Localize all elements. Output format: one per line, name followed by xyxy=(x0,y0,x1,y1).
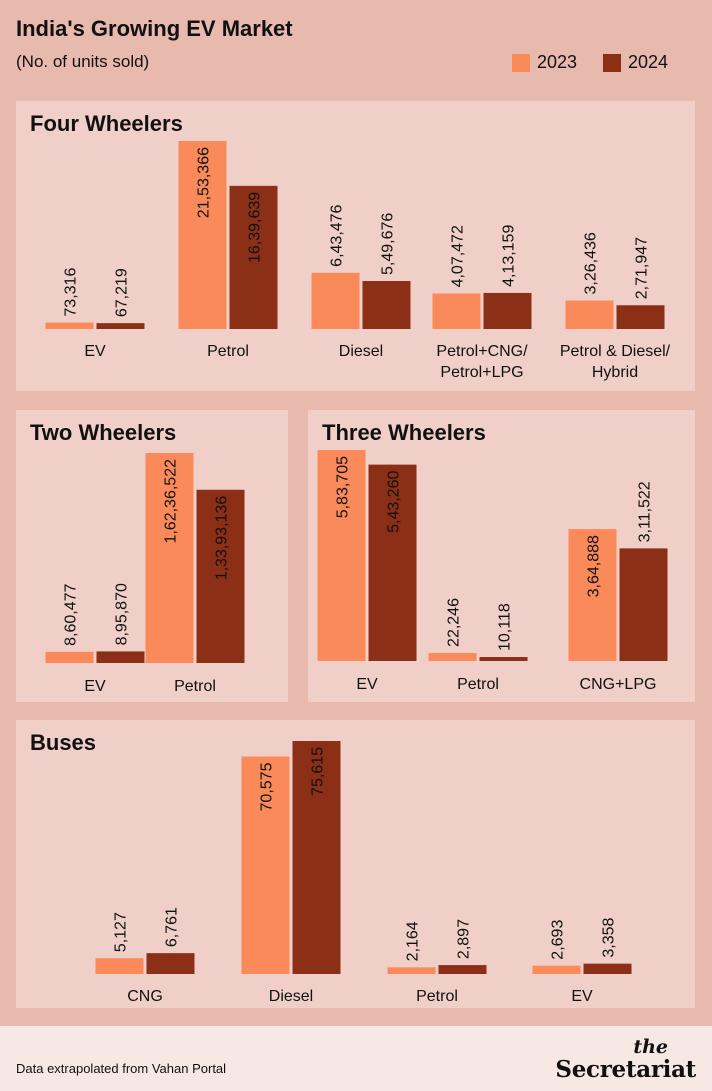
category-label-petrol: Petrol xyxy=(174,678,216,695)
legend-label-2023: 2023 xyxy=(537,52,578,72)
category-label-petrol-cng-petrol-lpg: Petrol+CNG/ xyxy=(436,343,528,360)
category-label-ev: EV xyxy=(84,343,106,360)
value-label-diesel-2024: 75,615 xyxy=(310,747,327,796)
bar-ev-2024 xyxy=(96,651,145,663)
legend-swatch-2024 xyxy=(603,53,621,72)
source-note: Data extrapolated from Vahan Portal xyxy=(16,1061,227,1076)
category-label-petrol-diesel-hybrid: Petrol & Diesel/ xyxy=(560,343,671,360)
buses-panel: Buses 5,127 6,761 CNG 70,575 75,615 Diesel 2,1… xyxy=(16,720,695,1008)
bar-ev-2023 xyxy=(45,651,94,663)
legend-swatch-2023 xyxy=(512,53,530,72)
category-label-ev: EV xyxy=(84,678,106,695)
bar-ev-2024 xyxy=(368,464,417,661)
value-label-ev-2024: 5,43,260 xyxy=(386,471,403,533)
panel-title: Two Wheelers xyxy=(30,420,177,445)
value-label-petrol-diesel-hybrid-2024: 2,71,947 xyxy=(634,237,651,299)
panel-title: Three Wheelers xyxy=(322,420,486,445)
value-label-petrol-cng-petrol-lpg-2024: 4,13,159 xyxy=(501,225,518,287)
value-label-cng-lpg-2024: 3,11,522 xyxy=(637,481,654,542)
category-label-diesel: Diesel xyxy=(269,988,313,1005)
category-label-petrol-cng-petrol-lpg: Petrol+LPG xyxy=(440,364,523,381)
value-label-petrol-cng-petrol-lpg-2023: 4,07,472 xyxy=(450,225,467,287)
value-label-cng-2023: 5,127 xyxy=(113,912,130,952)
bar-petrol-2023 xyxy=(145,453,194,663)
bar-petrol-2024 xyxy=(196,489,245,663)
bar-cng-2024 xyxy=(146,953,195,974)
bar-petrol-2023 xyxy=(178,141,227,329)
bar-ev-2023 xyxy=(532,965,581,974)
value-label-ev-2023: 2,693 xyxy=(550,920,567,960)
category-label-petrol: Petrol xyxy=(416,988,458,1005)
value-label-petrol-2023: 2,164 xyxy=(405,921,422,961)
value-label-petrol-2024: 16,39,639 xyxy=(247,192,264,263)
panel-title: Four Wheelers xyxy=(30,111,183,136)
brand-logo: Secretariat xyxy=(555,1056,696,1083)
bar-ev-2023 xyxy=(317,450,366,661)
chart-title: India's Growing EV Market xyxy=(16,16,293,41)
category-label-diesel: Diesel xyxy=(339,343,383,360)
value-label-petrol-2023: 22,246 xyxy=(446,598,463,647)
value-label-ev-2024: 67,219 xyxy=(114,268,131,317)
bar-cng-lpg-2024 xyxy=(619,548,668,661)
value-label-petrol-2024: 1,33,93,136 xyxy=(214,496,231,581)
buses-chart: 5,127 6,761 CNG 70,575 75,615 Diesel 2,164 2,89… xyxy=(95,741,632,1005)
value-label-diesel-2023: 70,575 xyxy=(259,762,276,811)
panel-title: Buses xyxy=(30,730,97,755)
three-wheelers-panel: Three Wheelers 5,83,705 5,43,260 EV 22,246 1… xyxy=(308,410,695,702)
two-wheelers-chart: 8,60,477 8,95,870 EV 1,62,36,522 1,33,93,136… xyxy=(45,453,245,695)
value-label-ev-2024: 8,95,870 xyxy=(114,583,131,645)
legend-label-2024: 2024 xyxy=(628,52,669,72)
bar-petrol-2024 xyxy=(479,657,528,661)
four-wheelers-panel: Four Wheelers 73,316 67,219 EV 21,53,366 16,… xyxy=(16,101,695,391)
three-wheelers-chart: 5,83,705 5,43,260 EV 22,246 10,118 Petrol 3,64… xyxy=(317,450,668,693)
value-label-cng-lpg-2023: 3,64,888 xyxy=(586,535,603,597)
category-label-petrol: Petrol xyxy=(207,343,249,360)
category-label-cng: CNG xyxy=(127,988,163,1005)
value-label-petrol-2024: 10,118 xyxy=(497,603,514,651)
bar-diesel-2024 xyxy=(362,281,411,329)
bar-diesel-2023 xyxy=(241,756,290,974)
bar-petrol-cng-petrol-lpg-2024 xyxy=(483,292,532,329)
value-label-cng-2024: 6,761 xyxy=(164,907,181,947)
four-wheelers-chart: 73,316 67,219 EV 21,53,366 16,39,639 Petrol 6,… xyxy=(45,141,671,381)
bar-ev-2023 xyxy=(45,322,94,329)
category-label-petrol-diesel-hybrid: Hybrid xyxy=(592,364,638,381)
bar-petrol-diesel-hybrid-2023 xyxy=(565,300,614,329)
value-label-ev-2023: 73,316 xyxy=(63,268,80,317)
category-label-ev: EV xyxy=(571,988,593,1005)
legend-item-2023: 2023 xyxy=(512,52,577,73)
bar-cng-2023 xyxy=(95,958,144,974)
value-label-diesel-2024: 5,49,676 xyxy=(380,213,397,275)
bar-petrol-2023 xyxy=(387,967,436,974)
bar-diesel-2024 xyxy=(292,741,341,974)
bar-ev-2024 xyxy=(96,323,145,329)
value-label-petrol-2023: 21,53,366 xyxy=(196,147,213,218)
bar-cng-lpg-2023 xyxy=(568,529,617,661)
bar-petrol-2024 xyxy=(438,965,487,974)
value-label-petrol-diesel-hybrid-2023: 3,26,436 xyxy=(583,232,600,294)
bar-petrol-2024 xyxy=(229,185,278,329)
brand-logo-the: the xyxy=(633,1036,668,1058)
footer: Data extrapolated from Vahan Portal the … xyxy=(0,1026,712,1091)
category-label-petrol: Petrol xyxy=(457,676,499,693)
bar-petrol-2023 xyxy=(428,652,477,661)
value-label-ev-2023: 8,60,477 xyxy=(63,583,80,645)
value-label-ev-2024: 3,358 xyxy=(601,918,618,958)
value-label-petrol-2024: 2,897 xyxy=(456,919,473,959)
category-label-cng-lpg: CNG+LPG xyxy=(580,676,657,693)
bar-petrol-cng-petrol-lpg-2023 xyxy=(432,293,481,329)
chart-subtitle: (No. of units sold) xyxy=(16,52,150,71)
value-label-diesel-2023: 6,43,476 xyxy=(329,204,346,266)
bar-diesel-2023 xyxy=(311,272,360,329)
value-label-petrol-2023: 1,62,36,522 xyxy=(163,459,180,544)
category-label-ev: EV xyxy=(356,676,378,693)
legend-item-2024: 2024 xyxy=(603,52,668,73)
bar-petrol-diesel-hybrid-2024 xyxy=(616,305,665,329)
value-label-ev-2023: 5,83,705 xyxy=(335,456,352,518)
two-wheelers-panel: Two Wheelers 8,60,477 8,95,870 EV 1,62,36,5… xyxy=(16,410,288,702)
bar-ev-2024 xyxy=(583,963,632,974)
